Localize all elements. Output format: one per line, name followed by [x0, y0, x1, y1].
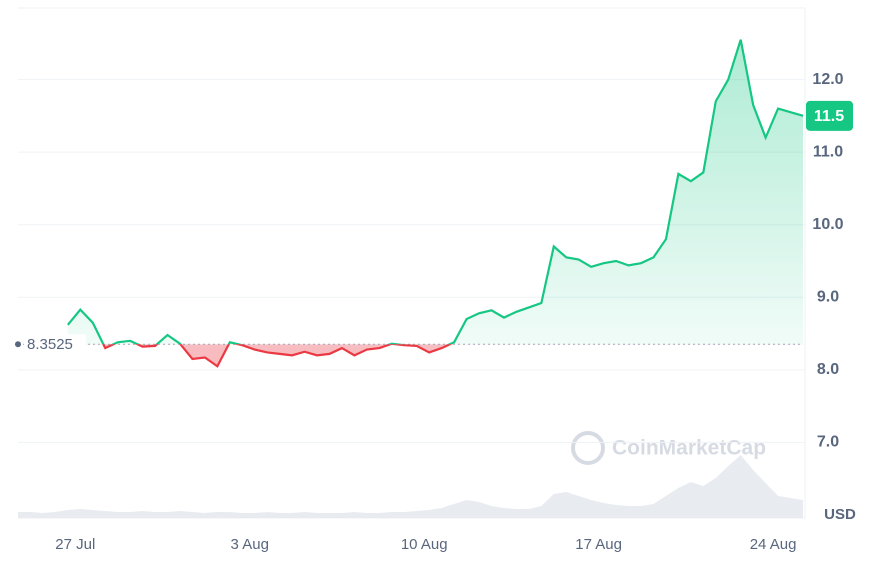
volume-area — [18, 455, 803, 518]
y-tick-label: 8.0 — [817, 361, 839, 378]
area-down — [67, 344, 803, 367]
y-tick-label: 11.0 — [813, 143, 843, 160]
watermark-logo — [571, 431, 605, 465]
x-tick-label: 3 Aug — [231, 536, 269, 553]
baseline-dot — [15, 341, 21, 348]
watermark-text: CoinMarketCap — [612, 437, 766, 460]
y-tick-label: 10.0 — [812, 216, 843, 233]
area-up — [67, 39, 803, 345]
unit-label: USD — [824, 506, 856, 523]
y-tick-label: 7.0 — [817, 434, 839, 451]
watermark: CoinMarketCap — [571, 431, 766, 465]
price-line-up — [66, 39, 804, 345]
y-tick-label: 12.0 — [812, 71, 843, 88]
y-tick-label: 9.0 — [817, 289, 839, 306]
x-tick-label: 17 Aug — [575, 536, 622, 553]
baseline-label: 8.3525 — [27, 336, 73, 353]
x-tick-label: 27 Jul — [55, 536, 95, 553]
price-tag — [806, 100, 853, 131]
x-tick-label: 24 Aug — [750, 536, 797, 553]
price-line-down — [102, 344, 453, 368]
x-tick-label: 10 Aug — [401, 536, 448, 553]
baseline-label-bg — [24, 334, 86, 355]
price-tag-label: 11.5 — [814, 108, 844, 125]
